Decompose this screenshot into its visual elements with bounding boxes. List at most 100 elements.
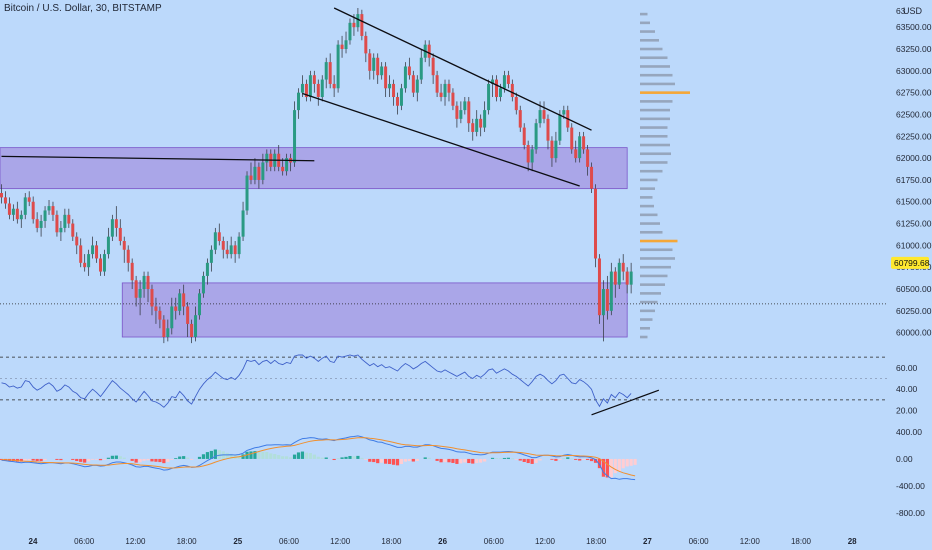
macd-histogram-bar (562, 458, 566, 459)
candle-down (122, 236, 126, 263)
macd-histogram-bar (94, 458, 99, 460)
candle-body (237, 236, 241, 255)
candle-body (396, 97, 399, 106)
candle-down (118, 219, 122, 246)
candle-down (130, 258, 134, 290)
macd-histogram-bar (55, 458, 59, 460)
macd-histogram-bar (253, 451, 257, 459)
candle-body (31, 201, 35, 220)
candle-up (39, 214, 43, 237)
candle-down (431, 53, 435, 84)
candle-up (380, 62, 384, 80)
candle-up (403, 62, 407, 93)
candle-down (71, 219, 75, 242)
time-tick-label: 12:00 (535, 537, 556, 546)
macd-histogram-bar (257, 451, 261, 459)
candle-body (510, 83, 514, 98)
candle-up (285, 153, 289, 176)
price-tick-label: 62000.00 (896, 153, 932, 163)
candle-down (316, 79, 320, 106)
candle-body (601, 289, 605, 316)
macd-histogram-bar (494, 458, 499, 459)
macd-histogram-bar (360, 457, 364, 459)
current-price-badge (891, 256, 929, 269)
candle-body (11, 208, 15, 215)
candle-body (59, 227, 63, 233)
time-tick-label: 27 (643, 537, 652, 546)
candle-body (190, 323, 194, 338)
candle-down (225, 241, 229, 259)
candle-body (403, 66, 407, 89)
candle-up (142, 271, 146, 298)
candle-up (194, 306, 198, 342)
supply-demand-zones (0, 147, 628, 338)
macd-histogram-bar (502, 457, 507, 459)
candle-down (364, 31, 368, 63)
volume-profile-bar (640, 196, 653, 199)
candle-body (316, 83, 320, 98)
macd-histogram-bar (138, 458, 142, 463)
candle-down (190, 319, 194, 344)
price-tick-label: 60250.00 (896, 306, 932, 316)
candle-body (166, 328, 170, 338)
candle-body (35, 219, 39, 228)
time-tick-label: 06:00 (279, 537, 300, 546)
candle-up (138, 280, 142, 316)
candle-body (91, 245, 95, 255)
candle-body (281, 166, 285, 172)
macd-histogram-bar (490, 457, 495, 459)
macd-histogram-bar (23, 458, 27, 461)
macd-histogram-bar (19, 458, 23, 462)
volume-profile (640, 12, 690, 339)
macd-histogram-bar (158, 458, 162, 463)
macd-histogram-bar (510, 458, 514, 460)
macd-histogram-bar (332, 458, 336, 461)
candle-body (205, 262, 209, 276)
candle-body (7, 203, 11, 215)
macd-histogram-bar (59, 458, 63, 461)
candle-down (411, 70, 415, 98)
candle-body (67, 214, 71, 224)
zone-1 (0, 147, 628, 190)
candle-body (463, 101, 467, 111)
macd-histogram-bar (27, 458, 31, 461)
candle-up (237, 232, 241, 259)
price-tick-label: 62750.00 (896, 88, 932, 98)
candle-body (63, 214, 67, 228)
macd-histogram-bar (455, 458, 459, 464)
macd-histogram-bar (205, 452, 210, 459)
candle-up (253, 158, 257, 185)
candle-up (47, 200, 51, 215)
candle-down (83, 254, 87, 272)
candle-body (308, 75, 312, 98)
candle-body (348, 22, 352, 41)
candle-up (241, 201, 245, 242)
macd-histogram-bar (617, 458, 621, 472)
candle-body (506, 75, 510, 84)
macd-histogram-bar (589, 458, 594, 462)
candle-body (415, 79, 419, 93)
macd-histogram-bar (483, 458, 487, 462)
candle-body (324, 62, 328, 80)
macd-histogram-bar (217, 450, 221, 459)
candle-up (170, 297, 174, 335)
macd-histogram-bar (439, 458, 443, 463)
candle-body (629, 271, 633, 285)
candle-up (443, 79, 447, 106)
candle-body (118, 227, 122, 242)
candle-body (459, 110, 463, 119)
candle-up (209, 245, 213, 272)
volume-profile-bar (640, 152, 671, 156)
candle-body (558, 114, 562, 141)
time-tick-label: 18:00 (586, 537, 607, 546)
macd-histogram-bar (110, 455, 114, 459)
candle-body (376, 57, 380, 76)
candle-down (546, 114, 550, 150)
candle-body (621, 262, 625, 272)
candle-body (170, 306, 174, 329)
price-axis: 60000.0060250.0060500.0060750.0061000.00… (891, 6, 932, 518)
candle-up (475, 110, 479, 137)
candle-body (340, 44, 344, 50)
candle-body (518, 110, 522, 128)
